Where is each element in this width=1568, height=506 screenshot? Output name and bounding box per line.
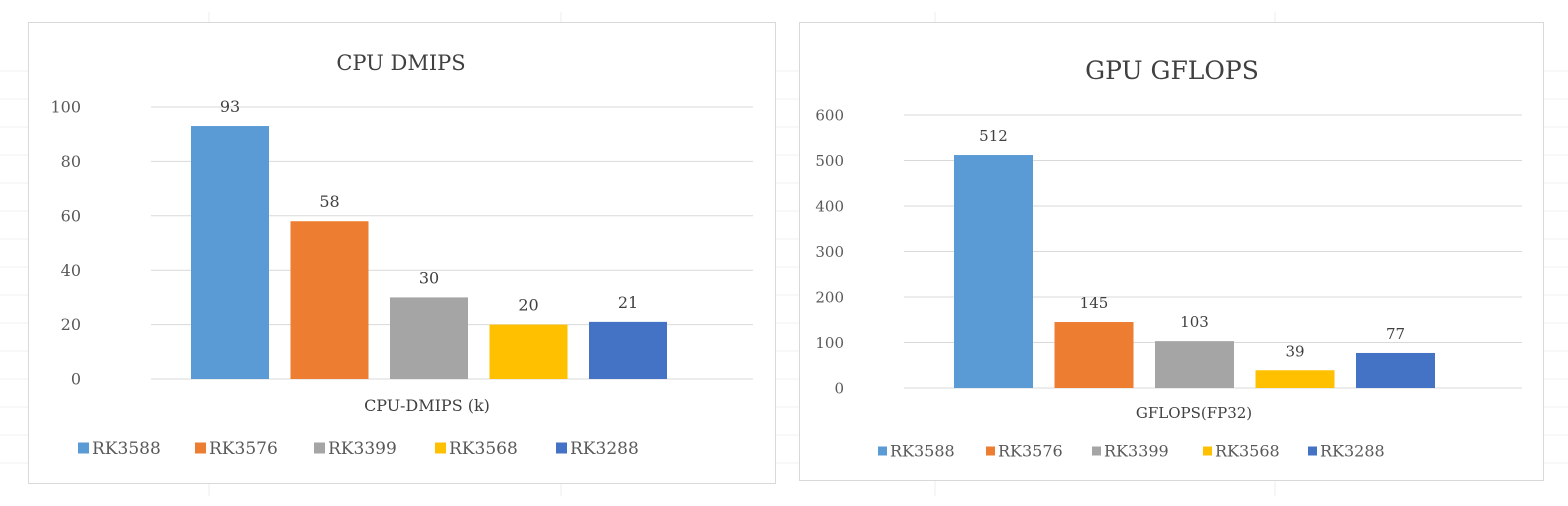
y-tick-label: 400 [815,197,844,215]
bar-rk3288 [1356,352,1435,388]
legend-item: RK3568 [435,439,518,459]
data-label: 93 [220,97,240,116]
bar-rk3568 [1255,370,1335,388]
legend-label: RK3399 [1104,442,1169,461]
legend-label: RK3399 [328,439,397,459]
bar-rk3288 [589,321,667,379]
legend-swatch [195,442,206,454]
x-axis-label: CPU-DMIPS (k) [364,396,490,415]
legend-label: RK3576 [209,439,278,459]
bar-rk3588 [191,126,269,379]
legend-item: RK3399 [1092,442,1169,461]
data-label: 58 [319,192,339,211]
y-tick-label: 500 [815,152,844,170]
legend-label: RK3576 [998,442,1063,461]
legend-swatch [78,442,89,454]
gpu-gflops-plot: GPU GFLOPS GFLOPS(FP32) 0 100 200 300 400 500… [815,56,1522,461]
legend-swatch [986,446,995,456]
y-tick-label: 200 [815,288,844,306]
legend-item: RK3588 [78,439,161,459]
legend-swatch [878,446,887,456]
legend-label: RK3288 [1320,442,1385,461]
data-label: 21 [618,293,638,312]
legend-label: RK3568 [449,439,518,459]
y-tick-label: 300 [815,243,844,261]
data-label: 512 [979,127,1008,145]
legend-item: RK3588 [878,442,955,461]
data-label: 77 [1386,325,1405,343]
legend-item: RK3568 [1203,442,1280,461]
data-label: 20 [518,296,538,315]
y-tick-label: 0 [71,370,81,389]
bar-rk3588 [954,155,1033,388]
legend-label: RK3288 [570,439,639,459]
legend-swatch [556,442,567,454]
legend-label: RK3588 [890,442,955,461]
y-tick-label: 20 [61,315,81,334]
data-label: 145 [1080,294,1109,312]
legend-label: RK3568 [1215,442,1280,461]
legend-swatch [1308,446,1317,456]
bar-rk3399 [1155,341,1234,388]
y-tick-label: 80 [61,152,81,171]
legend-item: RK3288 [1308,442,1385,461]
legend-swatch [1203,446,1212,456]
data-label: 103 [1180,313,1209,331]
chart-title: GPU GFLOPS [1085,56,1259,85]
data-label: 30 [419,268,439,287]
y-tick-label: 100 [50,98,81,117]
bar-rk3576 [290,221,369,379]
bar-rk3576 [1054,322,1134,388]
legend-item: RK3399 [314,439,397,459]
y-tick-label: 40 [61,261,81,280]
y-tick-label: 600 [815,106,844,124]
legend-swatch [1092,446,1101,456]
gpu-gflops-chart: GPU GFLOPS GFLOPS(FP32) 0 100 200 300 400 500… [799,22,1544,481]
legend-item: RK3576 [195,439,278,459]
legend-item: RK3288 [556,439,639,459]
chart-title: CPU DMIPS [336,51,465,75]
x-axis-label: GFLOPS(FP32) [1136,404,1252,422]
cpu-dmips-chart: CPU DMIPS CPU-DMIPS (k) 0 20 40 60 80 100 93 58… [28,22,776,484]
bar-rk3399 [390,297,468,379]
legend-swatch [435,442,446,454]
y-tick-label: 100 [815,334,844,352]
legend-swatch [314,442,325,454]
y-tick-label: 60 [61,206,81,225]
legend-item: RK3576 [986,442,1063,461]
cpu-dmips-plot: CPU DMIPS CPU-DMIPS (k) 0 20 40 60 80 100 93 58… [50,51,753,459]
legend-label: RK3588 [92,439,161,459]
bar-rk3568 [489,324,568,379]
data-label: 39 [1285,342,1304,360]
y-tick-label: 0 [834,379,844,397]
